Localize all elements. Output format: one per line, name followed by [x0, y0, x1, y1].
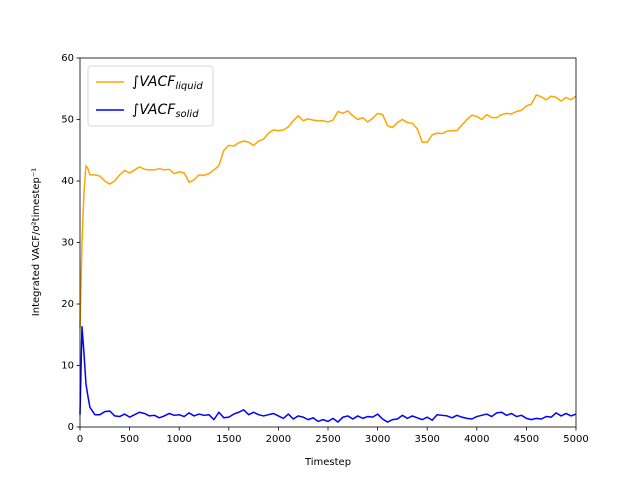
legend-subscript: liquid	[175, 81, 203, 92]
y-tick-label: 60	[61, 53, 74, 64]
x-tick-label: 4500	[514, 434, 539, 445]
x-axis-label: Timestep	[304, 457, 351, 468]
x-tick-label: 2000	[266, 434, 291, 445]
legend-label: ∫VACFliquid	[132, 74, 203, 92]
y-axis-label: Integrated VACF/σ²timestep⁻¹	[31, 168, 42, 316]
x-tick-label: 4000	[464, 434, 489, 445]
x-tick-label: 5000	[563, 434, 588, 445]
y-tick-label: 30	[61, 238, 74, 249]
legend-name: ∫VACF	[132, 102, 176, 118]
y-tick-label: 50	[61, 115, 74, 126]
x-tick-label: 3500	[414, 434, 439, 445]
legend-subscript: solid	[175, 109, 199, 120]
x-tick-label: 0	[77, 434, 83, 445]
legend-label: ∫VACFsolid	[132, 102, 199, 120]
legend-name: ∫VACF	[132, 74, 176, 90]
data-line	[79, 326, 577, 423]
y-tick-label: 40	[61, 176, 74, 187]
data-line	[79, 94, 577, 329]
axes-frame	[79, 57, 577, 428]
legend-box	[87, 65, 214, 127]
x-tick-label: 3000	[365, 434, 390, 445]
x-tick-label: 1000	[166, 434, 191, 445]
x-tick-label: 1500	[216, 434, 241, 445]
x-tick-label: 500	[120, 434, 139, 445]
y-tick-label: 20	[61, 299, 74, 310]
x-tick-label: 2500	[315, 434, 340, 445]
y-tick-label: 10	[61, 361, 74, 372]
y-tick-label: 0	[68, 422, 74, 433]
